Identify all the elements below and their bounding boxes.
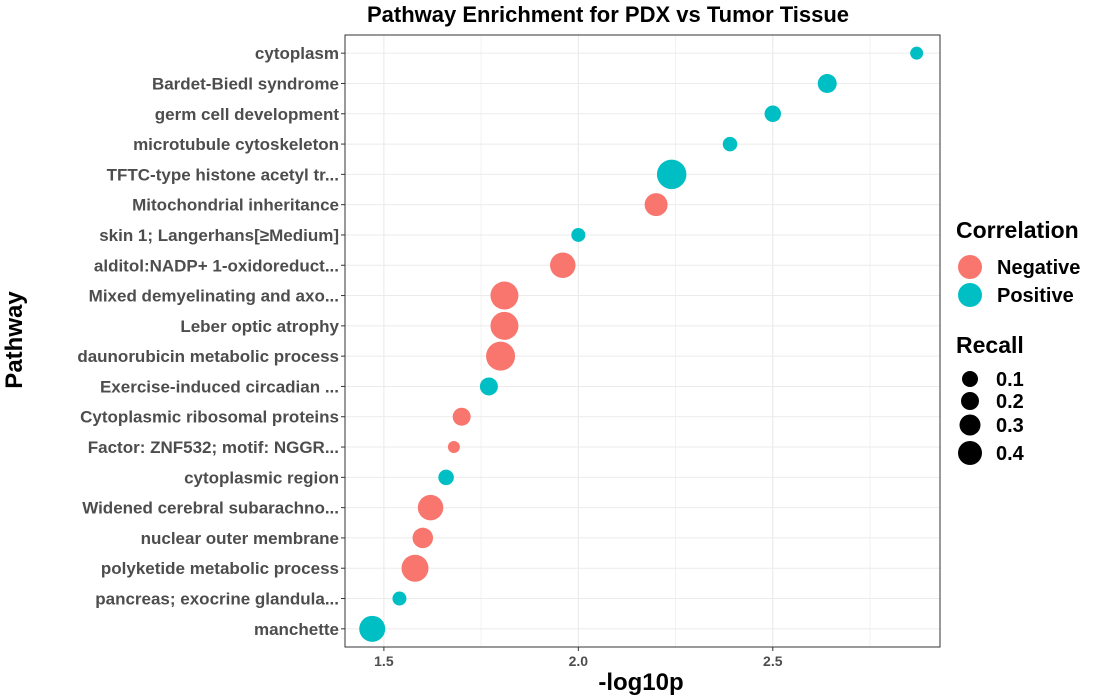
data-point	[401, 554, 429, 582]
y-tick-label: microtubule cytoskeleton	[133, 135, 339, 154]
x-tick-label: 2.0	[569, 653, 589, 669]
data-point	[722, 136, 738, 152]
legend-size-title: Recall	[956, 332, 1024, 358]
legend-size-swatch	[961, 392, 979, 410]
legend-color-items: Negative Positive	[958, 255, 1080, 307]
data-point	[486, 341, 516, 371]
data-point	[452, 407, 471, 426]
y-tick-label: Factor: ZNF532; motif: NGGR...	[88, 438, 339, 457]
x-axis-ticks: 1.5 2.0 2.5	[374, 647, 783, 669]
y-axis-title: Pathway	[1, 291, 28, 389]
y-tick-label: cytoplasm	[255, 44, 339, 63]
legend-color-label: Positive	[997, 285, 1074, 307]
legend-color-swatch	[958, 255, 982, 279]
legend-size-label: 0.3	[996, 415, 1024, 437]
data-point	[644, 193, 668, 217]
data-point	[438, 469, 454, 486]
legend-size-items: 0.10.20.3 0.4	[958, 369, 1025, 465]
panel-border	[344, 34, 941, 648]
y-tick-label: polyketide metabolic process	[101, 559, 339, 578]
data-point	[550, 252, 576, 279]
y-tick-label: Bardet-Biedl syndrome	[152, 74, 339, 93]
y-tick-label: germ cell development	[155, 105, 340, 124]
data-point	[359, 615, 386, 642]
x-tick-label: 1.5	[374, 653, 394, 669]
y-tick-label: skin 1; Langerhans[≥Medium]	[99, 226, 339, 245]
y-tick-label: Mitochondrial inheritance	[132, 196, 339, 215]
legend-color-swatch	[958, 283, 982, 307]
legend-color-title: Correlation	[956, 217, 1079, 243]
y-tick-label: alditol:NADP+ 1-oxidoreduct...	[94, 256, 339, 275]
y-tick-label: Cytoplasmic ribosomal proteins	[80, 408, 339, 427]
data-point	[490, 281, 519, 310]
y-axis-ticks: cytoplasm Bardet-Biedl syndrome germ cell …	[77, 44, 345, 639]
y-tick-label: TFTC-type histone acetyl tr...	[107, 165, 339, 184]
data-point	[479, 377, 498, 396]
grid	[345, 35, 940, 647]
y-tick-label: Exercise-induced circadian ...	[100, 377, 339, 396]
y-tick-label: manchette	[254, 620, 339, 639]
legend-size-label: 0.2	[996, 391, 1024, 413]
legend-size-label: 0.1	[996, 369, 1024, 391]
data-point	[764, 105, 782, 123]
y-tick-label: daunorubicin metabolic process	[77, 347, 339, 366]
data-point	[490, 311, 519, 340]
y-tick-label: cytoplasmic region	[184, 468, 339, 487]
x-axis-title: -log10p	[598, 669, 683, 696]
legend-size-swatch	[958, 441, 982, 465]
data-points	[359, 46, 924, 642]
data-point	[910, 46, 924, 60]
y-tick-label: Leber optic atrophy	[180, 317, 339, 336]
chart-title: Pathway Enrichment for PDX vs Tumor Tiss…	[367, 2, 849, 27]
data-point	[412, 527, 434, 549]
data-point	[417, 494, 444, 521]
x-tick-label: 2.5	[763, 653, 783, 669]
data-point	[447, 441, 460, 454]
legend-size-swatch	[959, 414, 981, 436]
legend-color-label: Negative	[997, 257, 1080, 279]
y-tick-label: pancreas; exocrine glandula...	[95, 590, 339, 609]
legend-size-label: 0.4	[996, 443, 1025, 465]
y-tick-label: Widened cerebral subarachno...	[82, 499, 339, 518]
data-point	[571, 227, 586, 242]
legend-size-swatch	[962, 371, 978, 387]
data-point	[817, 73, 837, 93]
data-point	[392, 591, 407, 606]
y-tick-label: nuclear outer membrane	[141, 529, 339, 548]
data-point	[656, 159, 687, 190]
y-tick-label: Mixed demyelinating and axo...	[89, 287, 339, 306]
